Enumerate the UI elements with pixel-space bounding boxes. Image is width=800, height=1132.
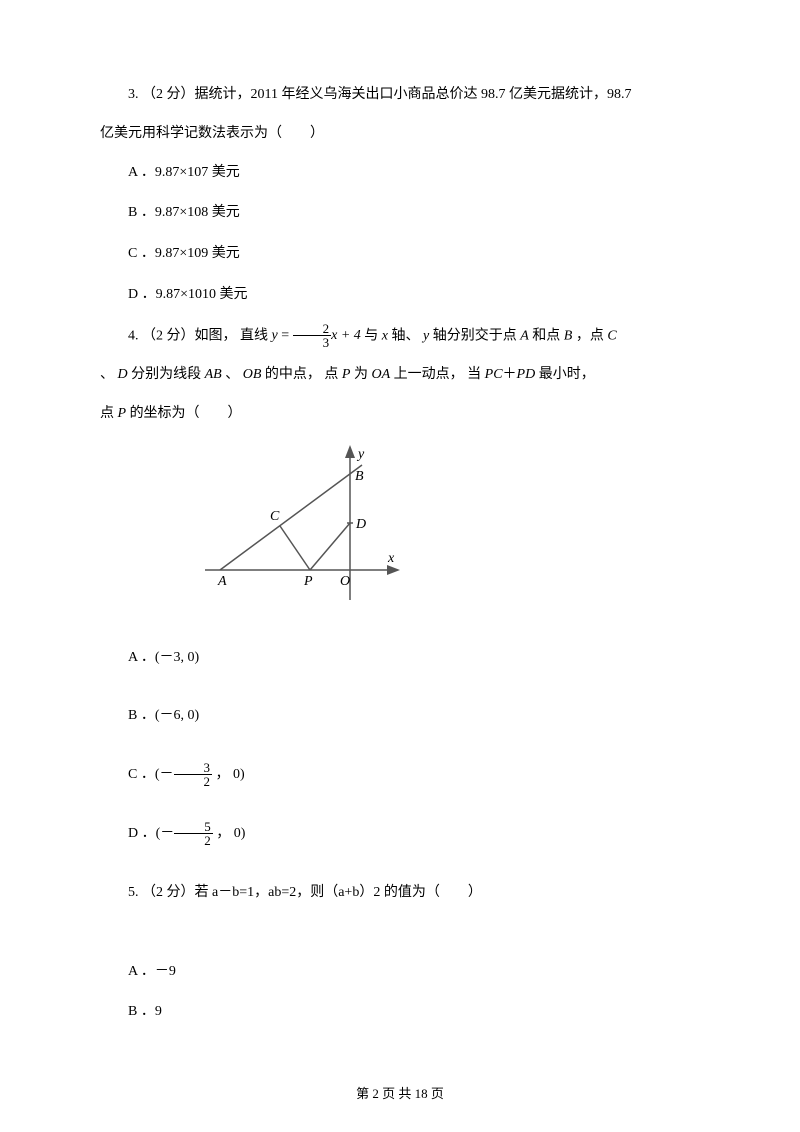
q4-m5: ，点 xyxy=(572,328,607,343)
q4-l2m5: 上一动点， 当 xyxy=(390,367,485,382)
q4-prefix: 4. （2 分）如图， 直线 xyxy=(128,328,272,343)
q4-svg: y x B C D A P O xyxy=(200,440,400,610)
q5-option-b: B ．9 xyxy=(100,997,700,1028)
q4-m3: 轴分别交于点 xyxy=(429,328,520,343)
q4-D: D xyxy=(118,367,128,382)
q4-m1: 与 xyxy=(361,328,382,343)
q3-option-c: C ．9.87×109 美元 xyxy=(100,239,700,270)
q4-l2m4: 为 xyxy=(350,367,371,382)
q4-PC: PC xyxy=(485,367,503,382)
q3-line2: 亿美元用科学记数法表示为（ ） xyxy=(100,119,700,150)
q3-option-a: A ．9.87×107 美元 xyxy=(100,158,700,189)
page-content: 3. （2 分）据统计，2011 年经义乌海关出口小商品总价达 98.7 亿美元… xyxy=(100,80,700,1028)
q4-c-num: 3 xyxy=(174,761,213,775)
q4-PD: PD xyxy=(517,367,536,382)
q4-line2: 、 D 分别为线段 AB 、 OB 的中点， 点 P 为 OA 上一动点， 当 … xyxy=(100,360,700,391)
q4-option-c: C ．(－32 ， 0) xyxy=(100,760,700,791)
q4-frac-num: 2 xyxy=(293,322,332,336)
label-A: A xyxy=(217,574,227,589)
q4-option-b: B ．(－6, 0) xyxy=(100,701,700,732)
q4-frac-den: 3 xyxy=(293,336,332,349)
q5-option-a: A ．－9 xyxy=(100,957,700,988)
q4-OA: OA xyxy=(371,367,390,382)
q4-P2: P xyxy=(118,406,127,421)
q4-line1: 4. （2 分）如图， 直线 y = 23x + 4 与 x 轴、 y 轴分别交… xyxy=(100,321,700,352)
q3-line1: 3. （2 分）据统计，2011 年经义乌海关出口小商品总价达 98.7 亿美元… xyxy=(100,80,700,111)
q4-OB: OB xyxy=(243,367,262,382)
q4-d-num: 5 xyxy=(174,820,213,834)
label-x: x xyxy=(387,551,395,566)
q4-rest: x + 4 xyxy=(331,328,361,343)
q3-option-b: B ．9.87×108 美元 xyxy=(100,198,700,229)
q4-C: C xyxy=(607,328,616,343)
q4-d-suf: ， 0) xyxy=(213,826,246,841)
label-C: C xyxy=(270,509,280,524)
label-B: B xyxy=(355,469,364,484)
q4-l3p: 点 xyxy=(100,406,118,421)
q4-l2p: 、 xyxy=(100,367,118,382)
q4-l2m3: 的中点， 点 xyxy=(261,367,342,382)
q4-option-a: A ．(－3, 0) xyxy=(100,643,700,674)
q4-AB: AB xyxy=(205,367,222,382)
q4-c-suf: ， 0) xyxy=(212,767,245,782)
q4-line3: 点 P 的坐标为（ ） xyxy=(100,399,700,430)
label-D: D xyxy=(355,517,366,532)
q4-diagram: y x B C D A P O xyxy=(200,440,700,623)
label-y: y xyxy=(356,447,365,462)
q4-l2e: 最小时， xyxy=(535,367,595,382)
label-O: O xyxy=(340,574,350,589)
page-footer: 第 2 页 共 18 页 xyxy=(0,1083,800,1102)
q4-A: A xyxy=(520,328,529,343)
q4-plus: ＋ xyxy=(503,367,517,382)
q4-l3e: 的坐标为（ ） xyxy=(126,406,242,421)
q4-d-den: 2 xyxy=(174,834,213,847)
q4-m2: 轴、 xyxy=(388,328,423,343)
q4-l2m1: 分别为线段 xyxy=(128,367,205,382)
q4-eq: = xyxy=(278,328,293,343)
q4-option-d: D ．(－52 ， 0) xyxy=(100,819,700,850)
label-P: P xyxy=(303,574,313,589)
q4-c-pre: C ．(－ xyxy=(128,767,174,782)
q4-c-den: 2 xyxy=(174,775,213,788)
q4-l2m2: 、 xyxy=(222,367,243,382)
q5-text: 5. （2 分）若 a－b=1，ab=2，则（a+b）2 的值为（ ） xyxy=(100,878,700,909)
q3-option-d: D ．9.87×1010 美元 xyxy=(100,280,700,311)
q4-d-pre: D ．(－ xyxy=(128,826,174,841)
q4-m4: 和点 xyxy=(529,328,564,343)
